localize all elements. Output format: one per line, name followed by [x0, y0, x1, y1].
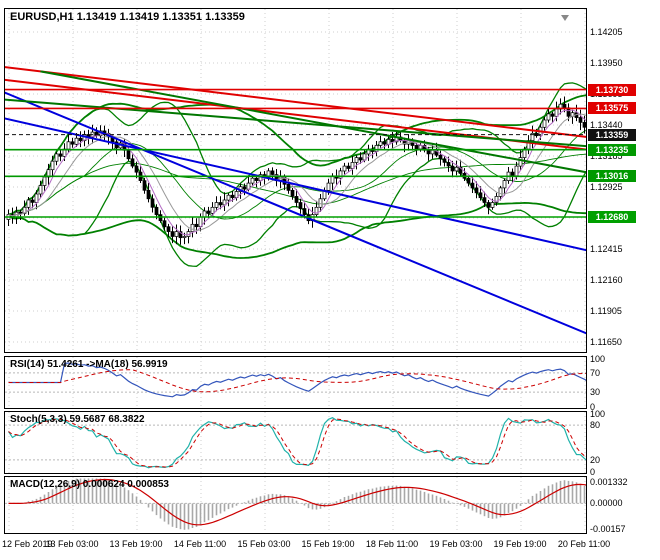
rsi-tick-label: 70	[590, 367, 601, 378]
rsi-tick-label: 30	[590, 387, 601, 398]
grid-vertical	[8, 357, 586, 408]
stoch-tick-label: 0	[590, 466, 596, 477]
price-tick-label: 1.13185	[590, 151, 623, 161]
macd-panel[interactable]: MACD(12,26,9) 0.000624 0.000853	[4, 476, 587, 534]
time-axis-label: 20 Feb 11:00	[557, 539, 611, 549]
time-axis-label: 12 Feb 2019	[2, 539, 53, 549]
price-level-tag: 1.12680	[588, 211, 636, 224]
moving-average-line	[8, 109, 586, 236]
time-axis-label: 19 Feb 03:00	[429, 539, 483, 549]
trendline[interactable]	[40, 70, 587, 174]
bollinger-lower-band	[8, 157, 586, 267]
stochastic-panel[interactable]: Stoch(5,3,3) 59.5687 68.3822	[4, 411, 587, 474]
stochastic-k-line	[8, 417, 586, 469]
main-chart-canvas[interactable]	[5, 9, 586, 352]
stochastic-d-line	[8, 418, 586, 468]
trendline[interactable]	[5, 66, 586, 138]
rsi-canvas[interactable]	[5, 357, 586, 408]
price-tick-label: 1.12415	[590, 244, 623, 254]
rsi-tick-label: 0	[590, 401, 596, 412]
macd-signal-line	[8, 478, 586, 526]
price-tick-label: 1.13950	[590, 58, 623, 68]
price-level-tag: 1.13016	[588, 170, 636, 183]
time-axis-label: 15 Feb 03:00	[237, 539, 291, 549]
macd-histogram	[11, 478, 586, 530]
macd-canvas[interactable]	[5, 477, 586, 533]
macd-tick-label: 0.001332	[590, 477, 628, 487]
price-tick-label: 1.13440	[590, 120, 623, 130]
macd-tick-label: -0.00157	[590, 523, 626, 534]
price-level-tag: 1.13730	[588, 83, 636, 96]
main-chart-panel[interactable]: EURUSD,H1 1.13419 1.13419 1.13351 1.1335…	[4, 8, 587, 353]
price-tick-label: 1.12925	[590, 182, 623, 192]
rsi-panel[interactable]: RSI(14) 51.4261 ->MA(18) 56.9919	[4, 356, 587, 409]
rsi-line	[8, 362, 586, 398]
trendline[interactable]	[5, 98, 586, 148]
price-level-tag: 1.13235	[588, 143, 636, 156]
macd-tick-label: 0.00000	[590, 498, 623, 509]
stoch-tick-label: 100	[590, 408, 606, 419]
current-price-tag: 1.13359	[588, 128, 636, 141]
bollinger-middle-band	[8, 153, 586, 217]
grid-vertical	[8, 477, 586, 533]
chart-shift-marker-icon[interactable]	[561, 15, 569, 21]
rsi-tick-label: 100	[590, 353, 606, 364]
time-axis-label: 13 Feb 19:00	[109, 539, 163, 549]
stoch-tick-label: 80	[590, 420, 601, 431]
price-tick-label: 1.11650	[590, 337, 622, 347]
bollinger-middle-band	[8, 130, 586, 220]
stochastic-canvas[interactable]	[5, 412, 586, 473]
price-tick-label: 1.14205	[590, 27, 623, 37]
time-axis: 12 Feb 2019 13 Feb 03:00 13 Feb 19:00 14 Fe…	[0, 536, 660, 560]
time-axis-label: 15 Feb 19:00	[301, 539, 355, 549]
trendline[interactable]	[5, 91, 586, 336]
trendline[interactable]	[5, 117, 586, 252]
time-axis-label: 13 Feb 03:00	[45, 539, 99, 549]
price-tick-label: 1.11905	[590, 306, 622, 316]
price-tick-label: 1.12160	[590, 275, 623, 285]
price-axis: 1.142051.139501.136951.134401.131851.129…	[588, 0, 660, 560]
grid-vertical	[8, 9, 586, 352]
time-axis-label: 14 Feb 11:00	[173, 539, 227, 549]
stoch-tick-label: 20	[590, 454, 601, 465]
rsi-ma-line	[8, 369, 586, 393]
price-level-tag: 1.13575	[588, 102, 636, 115]
time-axis-label: 18 Feb 11:00	[365, 539, 419, 549]
time-axis-label: 19 Feb 19:00	[493, 539, 547, 549]
